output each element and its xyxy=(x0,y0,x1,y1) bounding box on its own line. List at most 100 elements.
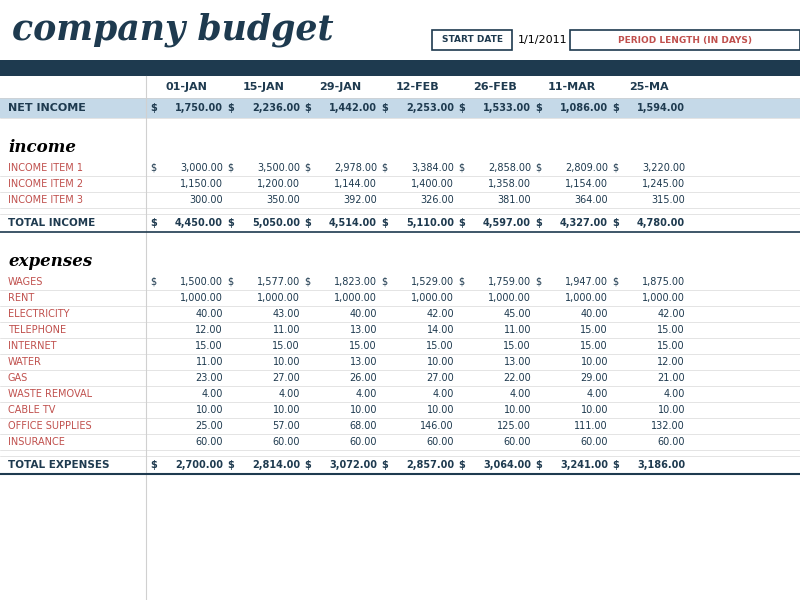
Bar xyxy=(0,160,800,176)
Text: 3,072.00: 3,072.00 xyxy=(329,460,377,470)
Bar xyxy=(0,338,800,354)
Text: 10.00: 10.00 xyxy=(658,405,685,415)
Text: GAS: GAS xyxy=(8,373,28,383)
Text: $: $ xyxy=(458,277,464,287)
Text: 10.00: 10.00 xyxy=(350,405,377,415)
Text: 12.00: 12.00 xyxy=(658,357,685,367)
Text: 40.00: 40.00 xyxy=(350,309,377,319)
Text: 27.00: 27.00 xyxy=(426,373,454,383)
Text: 1,000.00: 1,000.00 xyxy=(180,293,223,303)
Text: 15.00: 15.00 xyxy=(350,341,377,351)
Text: $: $ xyxy=(535,163,541,173)
Text: START DATE: START DATE xyxy=(442,35,502,44)
Text: $: $ xyxy=(381,218,388,228)
Text: 60.00: 60.00 xyxy=(426,437,454,447)
Text: $: $ xyxy=(304,218,310,228)
Text: 15.00: 15.00 xyxy=(426,341,454,351)
Text: 10.00: 10.00 xyxy=(273,357,300,367)
Text: $: $ xyxy=(304,277,310,287)
Text: 326.00: 326.00 xyxy=(420,195,454,205)
Text: 13.00: 13.00 xyxy=(350,325,377,335)
Text: 11-MAR: 11-MAR xyxy=(547,82,596,92)
Text: 15.00: 15.00 xyxy=(658,325,685,335)
Text: INCOME ITEM 1: INCOME ITEM 1 xyxy=(8,163,83,173)
Text: CABLE TV: CABLE TV xyxy=(8,405,55,415)
Text: 381.00: 381.00 xyxy=(498,195,531,205)
Text: 1,144.00: 1,144.00 xyxy=(334,179,377,189)
Text: 1,000.00: 1,000.00 xyxy=(642,293,685,303)
Text: 42.00: 42.00 xyxy=(426,309,454,319)
Bar xyxy=(0,136,800,160)
Text: 125.00: 125.00 xyxy=(497,421,531,431)
Text: 15-JAN: 15-JAN xyxy=(242,82,285,92)
Text: 57.00: 57.00 xyxy=(272,421,300,431)
Text: 2,857.00: 2,857.00 xyxy=(406,460,454,470)
Text: INSURANCE: INSURANCE xyxy=(8,437,65,447)
Text: $: $ xyxy=(458,103,465,113)
Text: 15.00: 15.00 xyxy=(503,341,531,351)
Text: 1,154.00: 1,154.00 xyxy=(565,179,608,189)
Text: $: $ xyxy=(150,277,156,287)
Text: 23.00: 23.00 xyxy=(195,373,223,383)
Text: 364.00: 364.00 xyxy=(574,195,608,205)
Text: 60.00: 60.00 xyxy=(503,437,531,447)
Text: 10.00: 10.00 xyxy=(503,405,531,415)
Text: $: $ xyxy=(381,163,387,173)
Text: 3,384.00: 3,384.00 xyxy=(411,163,454,173)
Text: 25-MA: 25-MA xyxy=(629,82,668,92)
Text: 1,823.00: 1,823.00 xyxy=(334,277,377,287)
Bar xyxy=(0,290,800,306)
Text: 3,064.00: 3,064.00 xyxy=(483,460,531,470)
Bar xyxy=(570,30,800,50)
Bar xyxy=(0,354,800,370)
Text: 10.00: 10.00 xyxy=(581,357,608,367)
Bar xyxy=(0,370,800,386)
Text: 68.00: 68.00 xyxy=(350,421,377,431)
Text: 4.00: 4.00 xyxy=(664,389,685,399)
Text: $: $ xyxy=(227,163,233,173)
Text: $: $ xyxy=(381,277,387,287)
Text: 1,442.00: 1,442.00 xyxy=(329,103,377,113)
Bar xyxy=(0,176,800,192)
Bar xyxy=(0,450,800,456)
Text: TOTAL INCOME: TOTAL INCOME xyxy=(8,218,95,228)
Text: 13.00: 13.00 xyxy=(503,357,531,367)
Text: 1,000.00: 1,000.00 xyxy=(257,293,300,303)
Text: 4.00: 4.00 xyxy=(433,389,454,399)
Text: 22.00: 22.00 xyxy=(503,373,531,383)
Text: $: $ xyxy=(304,460,310,470)
Text: 3,220.00: 3,220.00 xyxy=(642,163,685,173)
Text: 1,245.00: 1,245.00 xyxy=(642,179,685,189)
Text: 4.00: 4.00 xyxy=(278,389,300,399)
Bar xyxy=(0,214,800,232)
Text: 3,241.00: 3,241.00 xyxy=(560,460,608,470)
Text: $: $ xyxy=(612,218,618,228)
Text: 60.00: 60.00 xyxy=(658,437,685,447)
Text: 11.00: 11.00 xyxy=(273,325,300,335)
Text: PERIOD LENGTH (IN DAYS): PERIOD LENGTH (IN DAYS) xyxy=(618,35,752,44)
Text: 26-FEB: 26-FEB xyxy=(473,82,516,92)
Text: $: $ xyxy=(227,218,234,228)
Text: 25.00: 25.00 xyxy=(195,421,223,431)
Text: company budget: company budget xyxy=(12,13,334,47)
Text: $: $ xyxy=(458,460,465,470)
Text: 10.00: 10.00 xyxy=(273,405,300,415)
Bar xyxy=(0,322,800,338)
Bar xyxy=(0,386,800,402)
Text: TELEPHONE: TELEPHONE xyxy=(8,325,66,335)
Text: 1,200.00: 1,200.00 xyxy=(257,179,300,189)
Text: 15.00: 15.00 xyxy=(195,341,223,351)
Text: income: income xyxy=(8,139,76,157)
Text: 4,780.00: 4,780.00 xyxy=(637,218,685,228)
Text: 315.00: 315.00 xyxy=(651,195,685,205)
Text: 10.00: 10.00 xyxy=(581,405,608,415)
Text: 1,533.00: 1,533.00 xyxy=(483,103,531,113)
Text: $: $ xyxy=(535,277,541,287)
Text: 2,858.00: 2,858.00 xyxy=(488,163,531,173)
Bar xyxy=(0,456,800,474)
Text: 40.00: 40.00 xyxy=(581,309,608,319)
Text: $: $ xyxy=(535,460,542,470)
Text: 4.00: 4.00 xyxy=(202,389,223,399)
Text: 4,514.00: 4,514.00 xyxy=(329,218,377,228)
Text: $: $ xyxy=(227,103,234,113)
